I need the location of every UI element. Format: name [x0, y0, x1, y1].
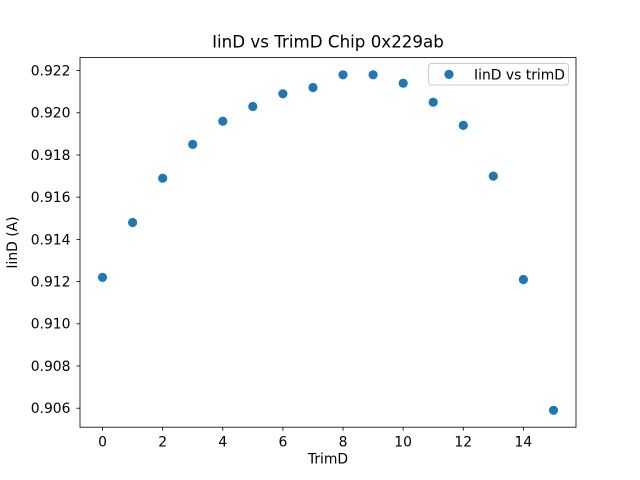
data-point [308, 82, 318, 93]
y-tick-label: 0.910 [31, 317, 71, 333]
y-tick-label: 0.912 [31, 274, 71, 290]
data-point [188, 139, 198, 149]
data-point [368, 70, 378, 80]
data-point [278, 89, 288, 99]
data-point [428, 97, 438, 107]
data-point [488, 171, 498, 181]
data-point [458, 120, 468, 130]
x-tick-label: 12 [454, 435, 472, 451]
data-point [218, 116, 228, 126]
data-point [338, 70, 348, 80]
legend: IinD vs trimD [428, 63, 569, 86]
y-axis-label: IinD (A) [5, 216, 21, 268]
plot-generated-layer: 0 2 4 6 8 10 12 14 0.906 0.908 0.910 0.912 0.914 0.91… [31, 57, 577, 451]
x-tick-label: 6 [278, 435, 287, 451]
data-point [398, 78, 408, 88]
x-tick-label: 4 [218, 435, 227, 451]
data-point [128, 217, 138, 228]
data-point [518, 274, 529, 285]
data-point [158, 173, 168, 183]
x-tick-label: 2 [158, 435, 167, 451]
data-point [548, 405, 559, 415]
axes-border [79, 57, 577, 428]
legend-marker-icon [444, 69, 454, 79]
x-tick-label: 0 [98, 435, 107, 451]
x-tick-label: 8 [339, 435, 348, 451]
legend-label: IinD vs trimD [474, 67, 565, 83]
y-tick-label: 0.922 [31, 63, 71, 79]
y-tick-label: 0.920 [31, 106, 71, 122]
data-point [97, 272, 108, 282]
y-tick-label: 0.916 [31, 190, 71, 206]
y-tick-label: 0.908 [31, 359, 71, 375]
plot-title: IinD vs TrimD Chip 0x229ab [212, 32, 444, 52]
y-tick-label: 0.914 [31, 232, 71, 248]
x-tick-label: 10 [394, 435, 412, 451]
legend-box [428, 63, 569, 86]
y-tick-label: 0.906 [31, 401, 71, 417]
data-point [248, 101, 258, 112]
x-tick-label: 14 [515, 435, 533, 451]
y-tick-label: 0.918 [31, 148, 71, 164]
x-axis-label: TrimD [307, 452, 348, 468]
